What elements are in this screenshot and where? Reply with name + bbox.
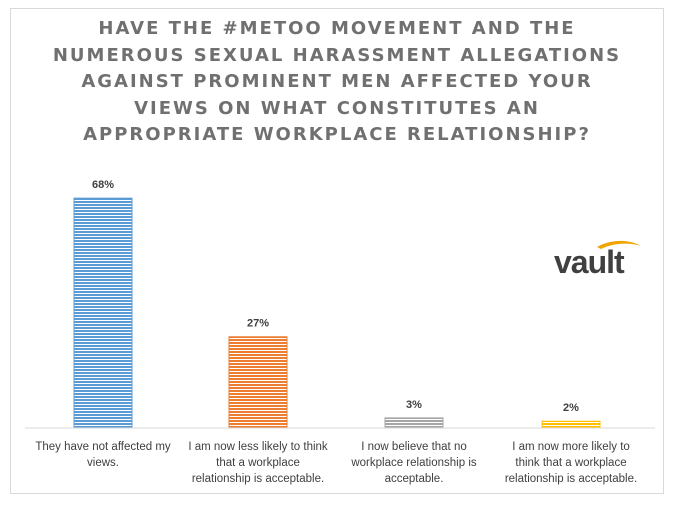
category-label: I am now less likely to think that a work… [188, 441, 328, 485]
category-label-line: I am now less likely to think [188, 441, 328, 453]
category-label-line: think that a workplace [515, 457, 626, 469]
bar-value-label: 27% [247, 318, 269, 330]
bar-value-label: 2% [563, 402, 579, 414]
title-line: APPROPRIATE WORKPLACE RELATIONSHIP? [83, 124, 591, 145]
logo-swoosh [597, 240, 641, 249]
category-label-line: relationship is acceptable. [505, 473, 637, 485]
category-label: I am now more likely to think that a work… [505, 441, 637, 485]
category-label-line: views. [87, 457, 119, 469]
bars-group: 68% 27% 3% 2% [73, 179, 601, 429]
title-line: VIEWS ON WHAT CONSTITUTES AN [134, 97, 540, 119]
category-label-line: They have not affected my [35, 441, 171, 453]
bar-3 [384, 417, 444, 429]
bar-2 [228, 336, 288, 429]
logo-wordmark: vault [554, 244, 625, 278]
vault-logo: vault [554, 240, 641, 278]
category-label: They have not affected my views. [35, 441, 171, 469]
category-label-line: acceptable. [385, 473, 444, 485]
title-line: NUMEROUS SEXUAL HARASSMENT ALLEGATIONS [52, 44, 622, 66]
category-label-line: I am now more likely to [512, 441, 630, 453]
category-label: I now believe that no workplace relations… [350, 441, 477, 485]
category-label-line: that a workplace [216, 457, 300, 469]
bar-4 [541, 420, 601, 429]
bar-value-label: 3% [406, 399, 422, 411]
title-line: HAVE THE #METOO MOVEMENT AND THE [98, 18, 576, 39]
bar-value-label: 68% [92, 179, 114, 191]
bar-1 [73, 197, 133, 429]
title-line: AGAINST PROMINENT MEN AFFECTED YOUR [81, 71, 593, 92]
category-label-line: relationship is acceptable. [192, 473, 324, 485]
chart-title: HAVE THE #METOO MOVEMENT AND THE NUMEROU… [10, 16, 664, 149]
category-label-line: I now believe that no [361, 441, 467, 453]
category-label-line: workplace relationship is [350, 457, 477, 469]
category-labels-group: They have not affected my views. I am now … [35, 441, 637, 485]
